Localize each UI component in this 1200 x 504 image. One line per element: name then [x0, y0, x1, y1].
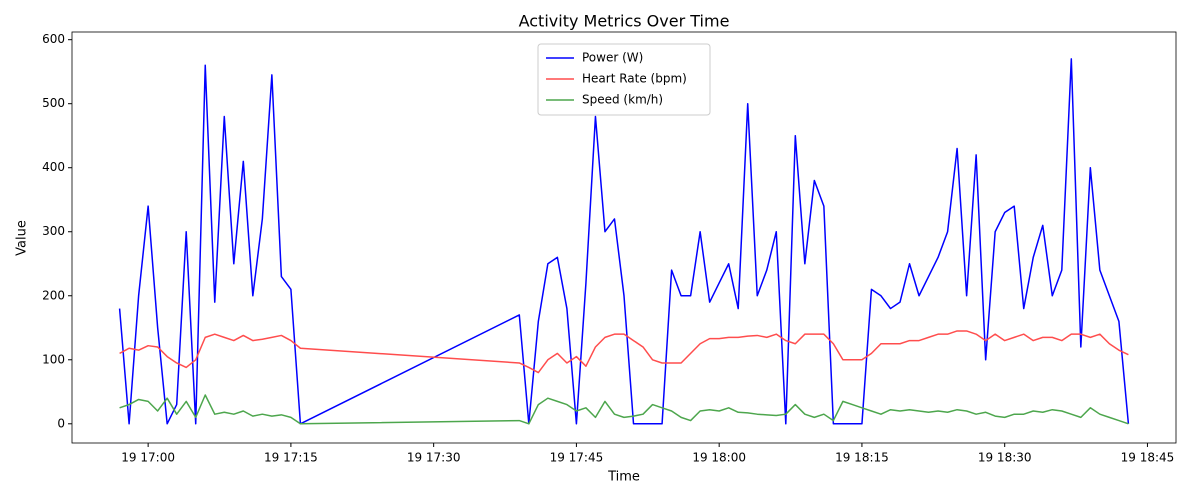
legend-label: Power (W)	[582, 51, 643, 65]
legend-label: Speed (km/h)	[582, 93, 663, 107]
y-tick-label: 300	[42, 224, 65, 238]
x-tick-label: 19 18:00	[692, 451, 746, 465]
x-axis-label: Time	[607, 470, 640, 485]
series-line	[119, 394, 1129, 425]
legend-label: Heart Rate (bpm)	[582, 72, 687, 86]
x-tick-label: 19 18:15	[835, 451, 889, 465]
chart-title: Activity Metrics Over Time	[519, 12, 730, 31]
x-tick-label: 19 17:15	[264, 451, 318, 465]
plot-frame	[71, 31, 1177, 444]
series-line	[119, 330, 1129, 374]
y-tick-label: 0	[57, 416, 65, 430]
legend-box	[537, 43, 711, 116]
series-line	[118, 58, 1130, 425]
y-tick-label: 600	[42, 32, 65, 46]
x-tick-label: 19 18:30	[978, 451, 1032, 465]
y-axis-label: Value	[15, 220, 30, 256]
x-tick-label: 19 17:45	[550, 451, 604, 465]
x-tick-label: 19 17:30	[407, 451, 461, 465]
y-tick-label: 200	[42, 288, 65, 302]
y-tick-label: 500	[42, 96, 65, 110]
y-tick-label: 400	[42, 160, 65, 174]
x-tick-label: 19 17:00	[121, 451, 175, 465]
y-tick-label: 100	[42, 352, 65, 366]
x-tick-label: 19 18:45	[1121, 451, 1175, 465]
